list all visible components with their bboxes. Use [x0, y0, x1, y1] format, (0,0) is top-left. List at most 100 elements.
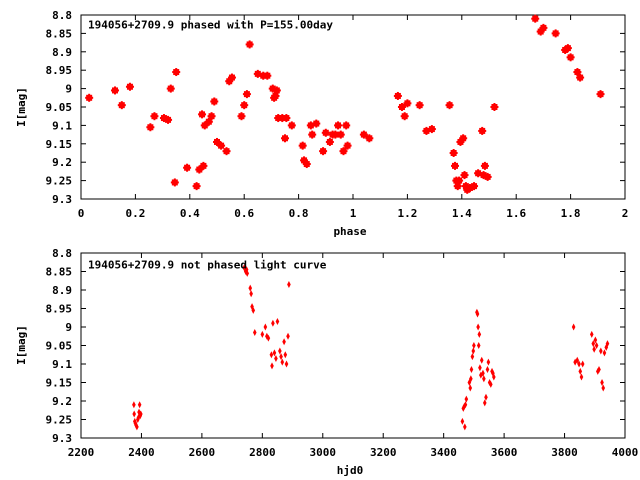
data-point — [159, 114, 168, 123]
data-point — [253, 69, 262, 78]
data-point — [275, 317, 280, 325]
x-tick-label: 2600 — [189, 446, 216, 459]
data-point — [472, 342, 476, 349]
data-point — [474, 169, 483, 178]
data-point — [597, 366, 601, 374]
x-tick-label: 0.2 — [125, 207, 145, 220]
data-point — [460, 417, 465, 425]
data-point — [331, 130, 340, 139]
chart-title: 194056+2709.9 phased with P=155.00day — [88, 19, 333, 32]
data-point — [204, 117, 213, 126]
data-point — [397, 103, 406, 111]
data-point — [451, 161, 459, 170]
data-point — [579, 373, 584, 381]
data-point — [248, 284, 253, 292]
data-point — [591, 340, 596, 348]
data-point — [596, 90, 605, 99]
y-axis-label: I[mag] — [15, 325, 28, 365]
data-point — [476, 342, 481, 349]
phased-light-curve-panel: 0 0.2 0.4 0.6 0.8 1 1.2 1.4 1.6 1.8 2 8.8 8.85 8.9 8.9… — [15, 9, 628, 238]
data-point — [280, 358, 285, 366]
data-point — [282, 114, 291, 123]
y-tick-label: 9 — [65, 83, 72, 96]
data-point — [415, 101, 424, 110]
plot-frame — [80, 14, 626, 200]
x-tick-label: 2400 — [128, 446, 155, 459]
data-point — [577, 360, 581, 368]
data-point — [427, 125, 436, 134]
data-point — [571, 323, 576, 331]
data-point — [207, 112, 216, 121]
data-point — [164, 115, 173, 124]
y-tick-label: 9.15 — [46, 138, 73, 151]
axis-ticks: 2200 2400 2600 2800 3000 3200 3400 3600 3800 4000… — [46, 247, 639, 459]
y-tick-label: 9 — [65, 321, 72, 334]
data-point — [259, 71, 268, 80]
data-point — [551, 29, 560, 38]
y-tick-label: 8.8 — [52, 9, 72, 22]
x-tick-label: 2800 — [249, 446, 276, 459]
data-point — [183, 163, 192, 172]
data-point — [479, 356, 484, 364]
data-point — [400, 112, 409, 121]
data-point — [263, 71, 272, 80]
data-point — [282, 338, 286, 346]
data-point — [475, 310, 480, 318]
data-point — [139, 410, 143, 418]
data-point — [483, 172, 492, 181]
data-point — [274, 114, 283, 123]
data-point — [222, 147, 231, 156]
data-point — [342, 121, 351, 130]
data-point — [287, 121, 296, 130]
data-point — [599, 347, 603, 355]
data-point — [170, 178, 179, 187]
data-point — [336, 130, 345, 139]
x-tick-label: 3400 — [430, 446, 457, 459]
y-tick-label: 9.1 — [52, 119, 72, 132]
data-point — [272, 86, 281, 95]
data-point — [302, 160, 311, 169]
y-tick-label: 8.95 — [46, 64, 73, 77]
data-point — [594, 342, 599, 349]
y-tick-label: 9.2 — [52, 156, 72, 169]
data-point — [453, 182, 462, 191]
data-point — [449, 149, 458, 157]
data-point — [593, 336, 598, 344]
data-point — [484, 393, 488, 401]
x-tick-label: 2 — [622, 207, 629, 220]
data-point — [266, 334, 271, 342]
data-point — [536, 27, 545, 36]
y-tick-label: 8.9 — [52, 46, 72, 59]
y-tick-label: 9.15 — [46, 377, 73, 390]
data-point — [300, 156, 309, 165]
x-tick-label: 1.2 — [397, 207, 417, 220]
data-point — [172, 68, 181, 77]
data-point — [490, 367, 494, 375]
data-point — [492, 373, 496, 381]
data-point — [192, 182, 201, 191]
data-point — [136, 414, 141, 422]
data-point — [137, 401, 142, 409]
data-point — [117, 101, 126, 110]
y-tick-label: 9.1 — [52, 358, 72, 371]
data-point — [359, 130, 368, 139]
data-point — [245, 40, 254, 49]
x-tick-label: 1.8 — [561, 207, 581, 220]
data-point — [482, 399, 487, 407]
data-point — [580, 360, 585, 368]
y-axis-label: I[mag] — [15, 87, 28, 127]
data-point — [287, 280, 291, 288]
data-point — [210, 97, 219, 106]
data-point — [319, 147, 328, 156]
data-point — [268, 84, 277, 93]
data-point — [198, 110, 207, 119]
x-tick-label: 3200 — [370, 446, 397, 459]
data-point — [445, 101, 454, 110]
y-tick-label: 9.05 — [46, 340, 73, 353]
data-point — [281, 134, 289, 143]
data-point — [456, 137, 465, 146]
x-tick-label: 4000 — [612, 446, 639, 459]
data-point — [263, 323, 268, 331]
data-point — [134, 421, 138, 429]
data-point — [489, 380, 493, 388]
